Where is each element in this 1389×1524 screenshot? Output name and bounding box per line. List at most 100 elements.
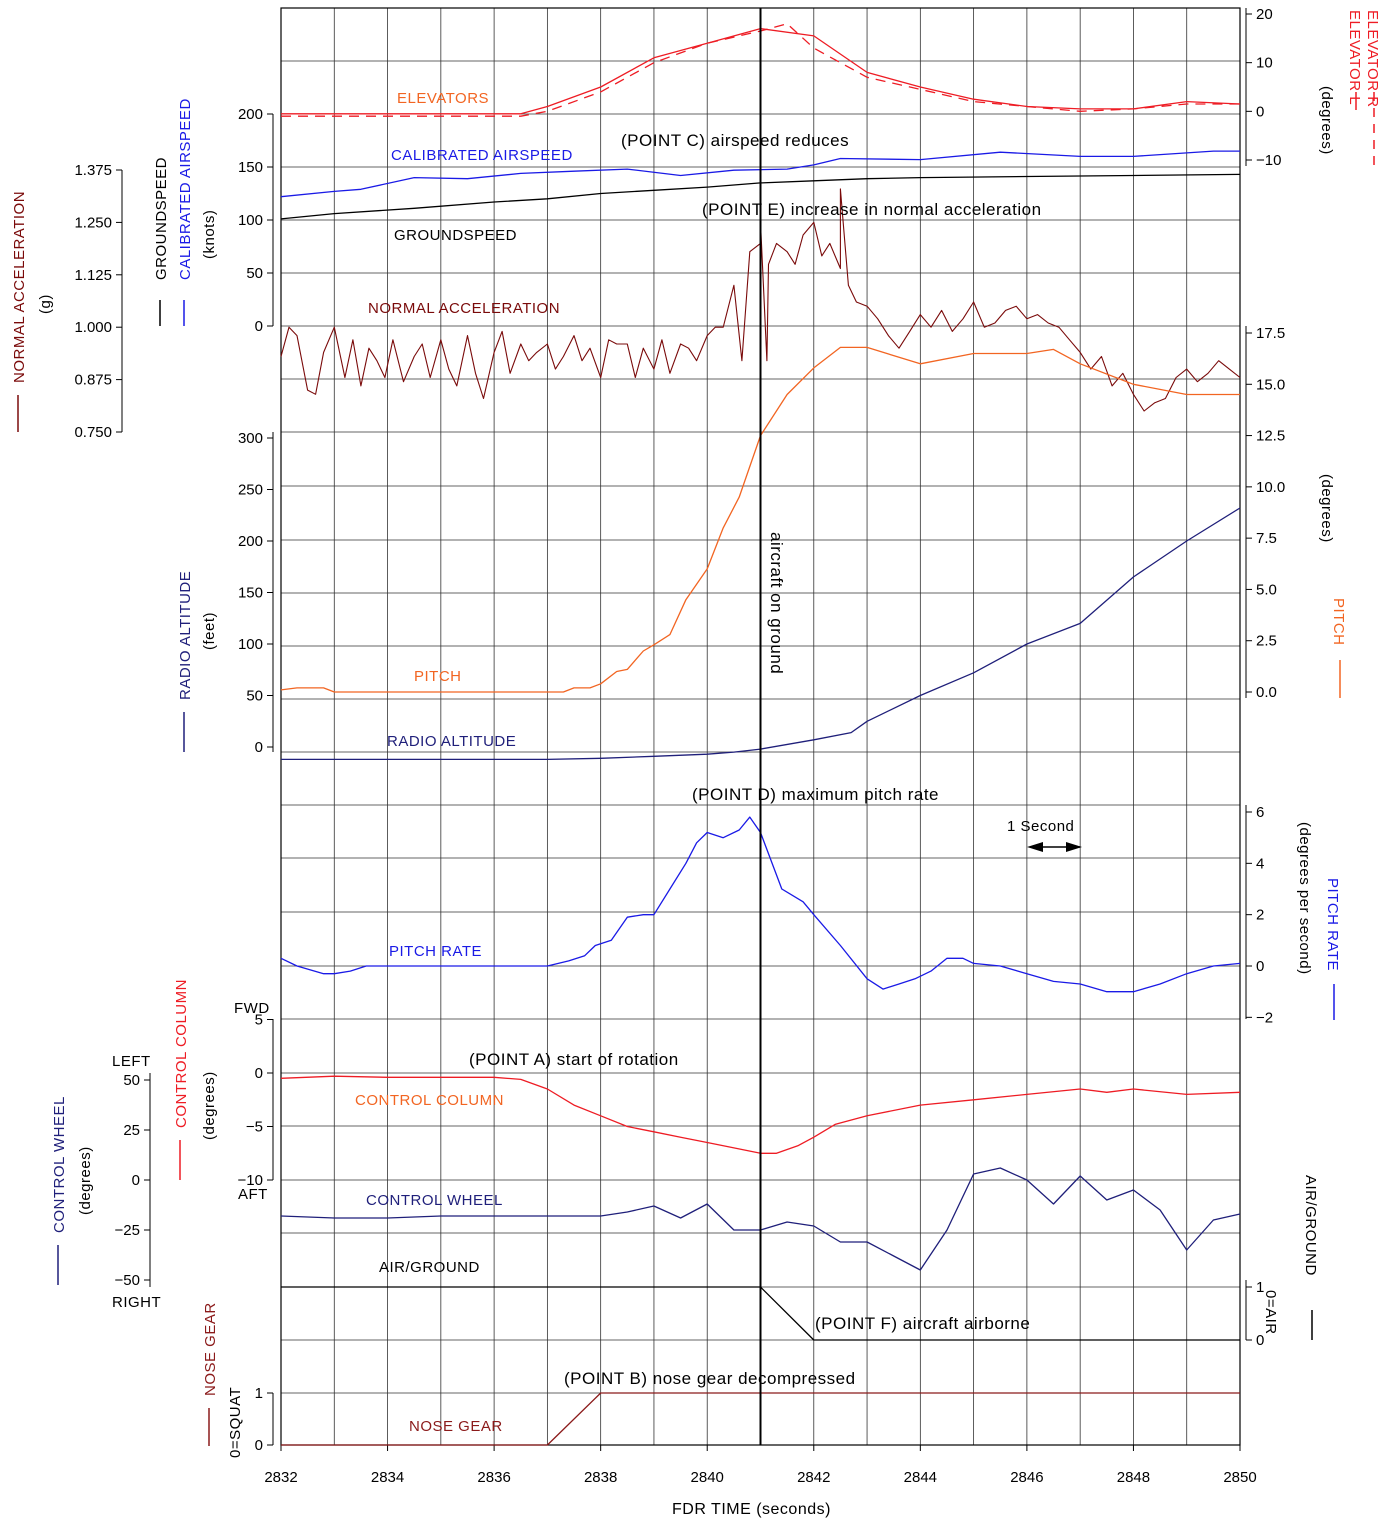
- radio-alt-line: [281, 507, 1241, 761]
- pitch-tick-label: 15.0: [1256, 376, 1285, 393]
- radio-alt-tick-label: 250: [238, 482, 263, 499]
- cwheel-tick-label: 25: [123, 1122, 140, 1139]
- series: [280, 8, 1241, 1446]
- normal-accel-tick-label: 1.000: [74, 319, 112, 336]
- x-tick-label: 2844: [904, 1469, 937, 1486]
- pitch-rate-legend: PITCH RATE: [1324, 878, 1341, 971]
- cwheel-tick-label: −50: [115, 1272, 140, 1289]
- radio-alt-tick-label: 100: [238, 636, 263, 653]
- elevators-label: ELEVATORS: [397, 90, 489, 107]
- cwheel-axis-label: (degrees): [77, 1146, 94, 1215]
- x-tick-label: 2848: [1117, 1469, 1150, 1486]
- pitch-rate-label: PITCH RATE: [389, 943, 482, 960]
- pitch-rate-axis-label: (degrees per second): [1296, 822, 1313, 975]
- pitch-tick-label: 2.5: [1256, 633, 1277, 650]
- pitch-rate-tick-label: 2: [1256, 907, 1264, 924]
- pitch-tick-label: 12.5: [1256, 428, 1285, 445]
- normal-accel-legend: NORMAL ACCELERATION: [11, 191, 28, 383]
- point-a-annotation: (POINT A) start of rotation: [469, 1050, 679, 1069]
- groundspeed-label: GROUNDSPEED: [394, 227, 517, 244]
- radio-alt-axis-label: (feet): [201, 612, 218, 650]
- pitch-rate-tick-label: 4: [1256, 855, 1264, 872]
- speed-axis-label: (knots): [201, 210, 218, 259]
- normal-accel-axis-label: (g): [37, 294, 54, 314]
- pitch-line: [280, 346, 1240, 693]
- nose-gear-tick-label: 0: [255, 1437, 263, 1454]
- elevator-l-line: [281, 27, 1241, 115]
- elevator-tick-label: 10: [1256, 55, 1273, 72]
- normal-accel-line: [280, 188, 1241, 412]
- normal-accel-tick-label: 0.875: [74, 372, 112, 389]
- x-tick-label: 2834: [371, 1469, 404, 1486]
- one-second-label: 1 Second: [1007, 818, 1074, 835]
- x-axis-label: FDR TIME (seconds): [672, 1501, 831, 1518]
- elevator-tick-label: 0: [1256, 103, 1264, 120]
- nose-gear-tick-label: 1: [255, 1385, 263, 1402]
- pitch-rate-line: [280, 816, 1241, 993]
- ccol-tick-label: −10: [238, 1172, 263, 1189]
- nose-gear-line: [281, 1392, 1240, 1446]
- pitch-tick-label: 17.5: [1256, 325, 1285, 342]
- radio-alt-tick-label: 0: [255, 739, 263, 756]
- speed-tick-label: 200: [238, 106, 263, 123]
- point-c-annotation: (POINT C) airspeed reduces: [621, 131, 849, 150]
- speed-tick-label: 50: [246, 265, 263, 282]
- radio-alt-tick-label: 300: [238, 430, 263, 447]
- cwheel-tick-label: 50: [123, 1072, 140, 1089]
- ccol-axis-label: (degrees): [201, 1071, 218, 1140]
- control-wheel-line: [280, 1167, 1241, 1271]
- groundspeed-line: [280, 173, 1241, 220]
- x-tick-label: 2836: [477, 1469, 510, 1486]
- control-column-label: CONTROL COLUMN: [355, 1092, 504, 1109]
- speed-tick-label: 150: [238, 159, 263, 176]
- x-tick-label: 2840: [691, 1469, 724, 1486]
- cwheel-right-label: RIGHT: [112, 1294, 161, 1311]
- nose-gear-legend: NOSE GEAR: [202, 1302, 219, 1396]
- point-d-annotation: (POINT D) maximum pitch rate: [692, 785, 939, 804]
- airspeed-label: CALIBRATED AIRSPEED: [391, 147, 573, 164]
- elevator-tick-label: −10: [1256, 152, 1281, 169]
- point-f-annotation: (POINT F) aircraft airborne: [815, 1314, 1030, 1333]
- speed-tick-label: 0: [255, 318, 263, 335]
- pitch-tick-label: 0.0: [1256, 684, 1277, 701]
- control-wheel-label: CONTROL WHEEL: [366, 1192, 503, 1209]
- air-ground-legend: AIR/GROUND: [1302, 1175, 1319, 1276]
- x-tick-label: 2842: [797, 1469, 830, 1486]
- pitch-tick-label: 5.0: [1256, 581, 1277, 598]
- pitch-label: PITCH: [414, 668, 462, 685]
- aircraft-on-ground-annotation: aircraft on ground: [767, 532, 786, 674]
- pitch-axis-label: (degrees): [1318, 474, 1335, 543]
- airspeed-line: [280, 150, 1240, 198]
- elevator-axis-label: (degrees): [1318, 86, 1335, 155]
- cwheel-left-label: LEFT: [112, 1053, 151, 1070]
- pitch-tick-label: 7.5: [1256, 530, 1277, 547]
- x-tick-label: 2832: [264, 1469, 297, 1486]
- x-tick-label: 2838: [584, 1469, 617, 1486]
- ccol-tick-label: 5: [255, 1012, 263, 1029]
- air-ground-axis-label: 0=AIR: [1262, 1290, 1279, 1335]
- pitch-tick-label: 10.0: [1256, 479, 1285, 496]
- radio-alt-tick-label: 50: [246, 688, 263, 705]
- normal-accel-tick-label: 1.250: [74, 214, 112, 231]
- normal-accel-tick-label: 1.375: [74, 162, 112, 179]
- air-ground-tick-label: 1: [1256, 1279, 1264, 1296]
- air-ground-tick-label: 0: [1256, 1332, 1264, 1349]
- axes: 2832 2834 2836 2838 2840 2842 2844 2846 2848 2850…: [74, 6, 1285, 1486]
- one-second-arrow: [1027, 842, 1082, 852]
- ccol-tick-label: 0: [255, 1065, 263, 1082]
- control-column-line: [280, 1075, 1241, 1154]
- pitch-rate-tick-label: 6: [1256, 804, 1264, 821]
- elevator-tick-label: 20: [1256, 6, 1273, 23]
- point-e-annotation: (POINT E) increase in normal acceleratio…: [702, 200, 1042, 219]
- air-ground-label: AIR/GROUND: [379, 1259, 480, 1276]
- air-ground-line: [281, 1286, 1240, 1341]
- groundspeed-legend: GROUNDSPEED: [153, 157, 170, 280]
- ccol-tick-label: −5: [246, 1119, 263, 1136]
- labels: ELEVATORS (degrees) ELEVATOR L ELEVATOR …: [11, 10, 1381, 1518]
- radio-alt-tick-label: 200: [238, 533, 263, 550]
- pitch-rate-tick-label: 0: [1256, 958, 1264, 975]
- cwheel-tick-label: −25: [115, 1222, 140, 1239]
- cwheel-tick-label: 0: [132, 1172, 140, 1189]
- nose-gear-label: NOSE GEAR: [409, 1418, 503, 1435]
